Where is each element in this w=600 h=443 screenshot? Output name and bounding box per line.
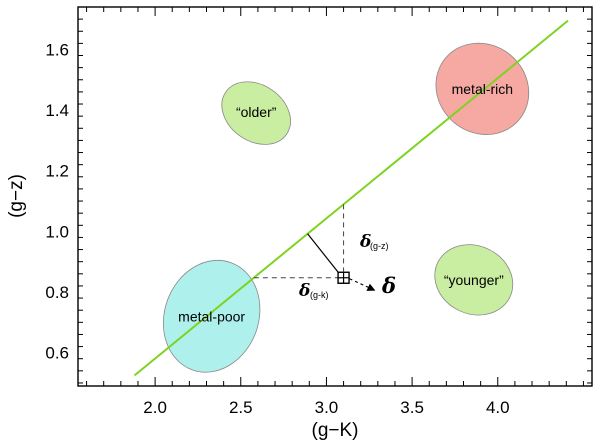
regions-layer: [162, 42, 530, 373]
y-tick-labels: 0.6 0.8 1.0 1.2 1.4 1.6: [45, 40, 69, 362]
x-tick-label: 3.5: [400, 398, 424, 417]
relation-line: [133, 19, 569, 377]
region-label-metal-poor: metal-poor: [178, 308, 245, 324]
perpendicular-offset-line: [307, 233, 340, 274]
region-labels: metal-poor metal-rich “older” “younger”: [178, 81, 513, 324]
x-axis-title: (g−K): [312, 420, 359, 441]
delta-symbol-gk: δ: [298, 281, 310, 301]
y-tick-label: 1.0: [45, 222, 69, 241]
region-label-older: “older”: [236, 104, 277, 120]
delta-symbol-total: δ: [381, 273, 396, 298]
x-tick-label: 2.5: [229, 398, 253, 417]
plot-frame: [77, 6, 593, 387]
region-label-younger: “younger”: [444, 272, 504, 288]
region-ellipse-0: [162, 259, 261, 373]
y-tick-label: 0.8: [45, 283, 69, 302]
delta-gk-subscript: (g-k): [310, 290, 329, 300]
region-ellipse-1: [435, 42, 530, 135]
delta-arrow: [349, 278, 376, 291]
delta-annotations: [253, 204, 376, 291]
data-point-marker: [337, 271, 350, 284]
delta-gz-subscript: (g-z): [370, 241, 389, 251]
x-tick-label: 3.0: [315, 398, 339, 417]
y-axis-title: (g−z): [6, 174, 27, 218]
ticks-layer: [78, 7, 592, 386]
x-tick-labels: 2.0 2.5 3.0 3.5 4.0: [143, 398, 509, 417]
x-tick-label: 2.0: [143, 398, 167, 417]
region-ellipse-2: [221, 81, 291, 145]
delta-symbol-gz: δ: [359, 232, 371, 252]
y-tick-label: 1.2: [45, 162, 69, 181]
y-tick-label: 1.4: [45, 101, 69, 120]
region-label-metal-rich: metal-rich: [452, 81, 513, 97]
y-tick-label: 0.6: [45, 344, 69, 363]
region-ellipse-3: [434, 244, 514, 316]
x-tick-label: 4.0: [486, 398, 510, 417]
y-tick-label: 1.6: [45, 40, 69, 59]
